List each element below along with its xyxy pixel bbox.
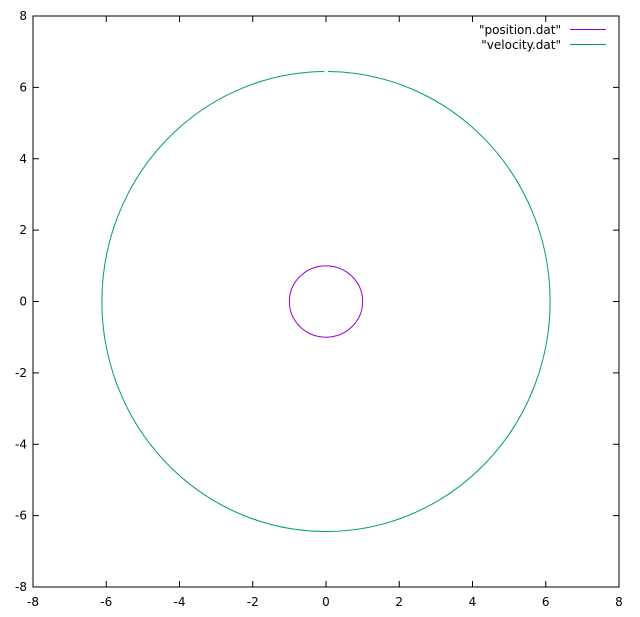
x-tick-label: 0 [322,595,330,609]
series-position-curve [288,265,364,338]
y-tick-label: -6 [15,509,27,523]
x-tick-label: 2 [395,595,403,609]
axis-ticks [32,15,620,588]
x-tick-label: 6 [542,595,550,609]
x-tick-label: 8 [615,595,623,609]
x-tick-label: -6 [100,595,112,609]
series-velocity-curve [101,70,551,533]
y-tick-label: 8 [19,9,27,23]
y-tick-label: 0 [19,295,27,309]
x-tick-label: -2 [247,595,259,609]
x-tick-label: -8 [27,595,39,609]
y-tick-label: 2 [19,223,27,237]
y-tick-label: 6 [19,80,27,94]
legend-label-position: "position.dat" [479,23,561,37]
x-tick-label: 4 [469,595,477,609]
x-tick-label: -4 [174,595,186,609]
y-tick-label: -2 [15,366,27,380]
legend-label-velocity: "velocity.dat" [481,38,561,52]
plot-border [32,15,620,588]
y-tick-labels: -8 -6 -4 -2 0 2 4 6 8 [15,9,27,594]
legend: "position.dat" "velocity.dat" [479,23,606,52]
y-tick-label: 4 [19,152,27,166]
y-tick-label: -8 [15,580,27,594]
y-tick-label: -4 [15,437,27,451]
series-layer [101,70,551,533]
x-tick-labels: -8 -6 -4 -2 0 2 4 6 8 [27,595,623,609]
